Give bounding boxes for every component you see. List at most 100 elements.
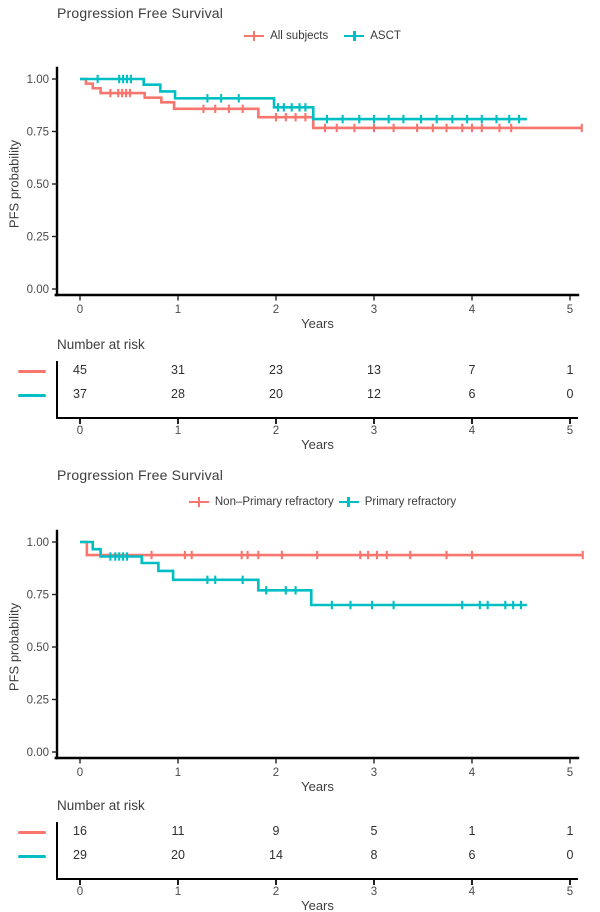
legend-key-line-cross-icon: [338, 497, 359, 508]
y-tick-label: 0.75: [27, 589, 49, 601]
x-tick-label: 4: [469, 767, 476, 779]
risk-axis-tick: [569, 419, 571, 424]
risk-axis-tick-label: 4: [468, 885, 476, 898]
risk-axis-tick: [79, 419, 81, 424]
risk-axis-tick-label: 3: [370, 424, 378, 437]
risk-count: 9: [272, 824, 280, 838]
y-tick-label: 1.00: [27, 537, 49, 549]
legend-key-vline: [252, 31, 256, 41]
y-tick-label: 0.00: [27, 747, 49, 759]
x-tick-label: 3: [371, 304, 377, 316]
risk-table: Number at risk 45 31 23 13 7 1 37 28 20 12 6 0 0 1 2 3 4…: [0, 335, 600, 452]
legend-label: ASCT: [370, 30, 401, 42]
risk-axis-tick-label: 0: [76, 424, 84, 437]
survival-curve: [80, 540, 583, 557]
risk-axis-tick-label: 0: [76, 885, 84, 898]
risk-row-key: [18, 831, 46, 835]
risk-axis-tick-label: 2: [272, 424, 280, 437]
x-tick-label: 5: [567, 304, 573, 316]
risk-count: 20: [269, 387, 283, 401]
risk-table-title: Number at risk: [57, 798, 145, 813]
km-plot: 1.00 0.75 0.50 0.25 0.00 0 1 2 3 4 5 Years: [27, 66, 583, 331]
risk-axis-tick-label: 1: [174, 424, 182, 437]
y-tick-label: 0.50: [27, 179, 49, 191]
risk-axis-line: [55, 417, 578, 420]
legend-key-line-cross-icon: [344, 31, 365, 42]
risk-axis-tick: [373, 419, 375, 424]
risk-count: 8: [370, 848, 378, 862]
risk-axis-tick: [373, 880, 375, 885]
risk-count: 14: [269, 848, 283, 862]
y-tick-label: 1.00: [27, 74, 49, 86]
x-tick-label: 2: [273, 767, 279, 779]
risk-count: 1: [468, 824, 476, 838]
x-tick-label: 2: [273, 304, 279, 316]
risk-axis-tick-label: 4: [468, 424, 476, 437]
risk-axis-vline: [55, 822, 59, 879]
legend-key-vline: [352, 31, 356, 41]
risk-count: 13: [367, 363, 381, 377]
risk-count: 1: [566, 363, 574, 377]
km-plot: 1.00 0.75 0.50 0.25 0.00 0 1 2 3 4 5 Years: [27, 529, 584, 794]
risk-axis-tick-label: 5: [566, 424, 574, 437]
risk-axis-tick: [177, 880, 179, 885]
risk-axis-tick: [79, 880, 81, 885]
x-tick-label: 0: [77, 304, 83, 316]
legend-item: All subjects: [244, 30, 328, 42]
legend: All subjects ASCT: [57, 30, 588, 42]
x-tick-label: 0: [77, 767, 83, 779]
y-tick-label: 0.25: [27, 694, 49, 706]
risk-count: 1: [566, 824, 574, 838]
legend-key-vline: [347, 497, 351, 507]
y-tick-label: 0.25: [27, 231, 49, 243]
x-tick-label: 1: [175, 767, 181, 779]
legend-key-line-cross-icon: [188, 497, 209, 508]
x-tick-label: 1: [175, 304, 181, 316]
legend-label: Non–Primary refractory: [214, 496, 334, 508]
risk-count: 7: [468, 363, 476, 377]
survival-curve: [80, 77, 582, 130]
legend-item: Non–Primary refractory: [188, 496, 334, 508]
risk-axis-tick-label: 5: [566, 885, 574, 898]
risk-x-axis-title: Years: [301, 898, 334, 912]
km-figure-refractory: Progression Free Survival Non–Primary re…: [0, 456, 600, 912]
risk-count: 6: [468, 848, 476, 862]
risk-table: Number at risk 16 11 9 5 1 1 29 20 14 8 6 0 0 1 2 3 4 5 Ye…: [0, 796, 600, 912]
y-tick-label: 0.00: [27, 284, 49, 296]
survival-curve: [80, 77, 527, 121]
risk-count: 29: [73, 848, 87, 862]
x-tick-label: 3: [371, 767, 377, 779]
risk-row-key: [18, 394, 46, 398]
x-tick-label: 4: [469, 304, 476, 316]
risk-count: 20: [171, 848, 185, 862]
x-axis-title: Years: [301, 779, 334, 794]
risk-axis-tick-label: 2: [272, 885, 280, 898]
risk-count: 28: [171, 387, 185, 401]
legend-label: Primary refractory: [364, 496, 457, 508]
risk-axis-tick: [177, 419, 179, 424]
y-tick-label: 0.50: [27, 642, 49, 654]
risk-axis-tick: [275, 880, 277, 885]
legend: Non–Primary refractory Primary refractor…: [57, 496, 588, 508]
km-figure-subjects-asct: Progression Free Survival All subjects A…: [0, 5, 600, 452]
risk-axis-line: [55, 878, 578, 881]
risk-count: 23: [269, 363, 283, 377]
x-axis-title: Years: [301, 316, 334, 331]
legend-item: Primary refractory: [338, 496, 457, 508]
x-tick-label: 5: [567, 767, 573, 779]
legend-item: ASCT: [344, 30, 401, 42]
risk-count: 12: [367, 387, 381, 401]
y-tick-label: 0.75: [27, 126, 49, 138]
legend-key-vline: [197, 497, 201, 507]
risk-count: 5: [370, 824, 378, 838]
risk-axis-tick: [569, 880, 571, 885]
risk-count: 0: [566, 848, 574, 862]
legend-label: All subjects: [270, 30, 329, 42]
risk-count: 11: [171, 824, 185, 838]
risk-axis-tick: [275, 419, 277, 424]
risk-count: 6: [468, 387, 476, 401]
risk-axis-tick-label: 3: [370, 885, 378, 898]
risk-x-axis-title: Years: [301, 437, 334, 452]
risk-table-title: Number at risk: [57, 337, 145, 352]
